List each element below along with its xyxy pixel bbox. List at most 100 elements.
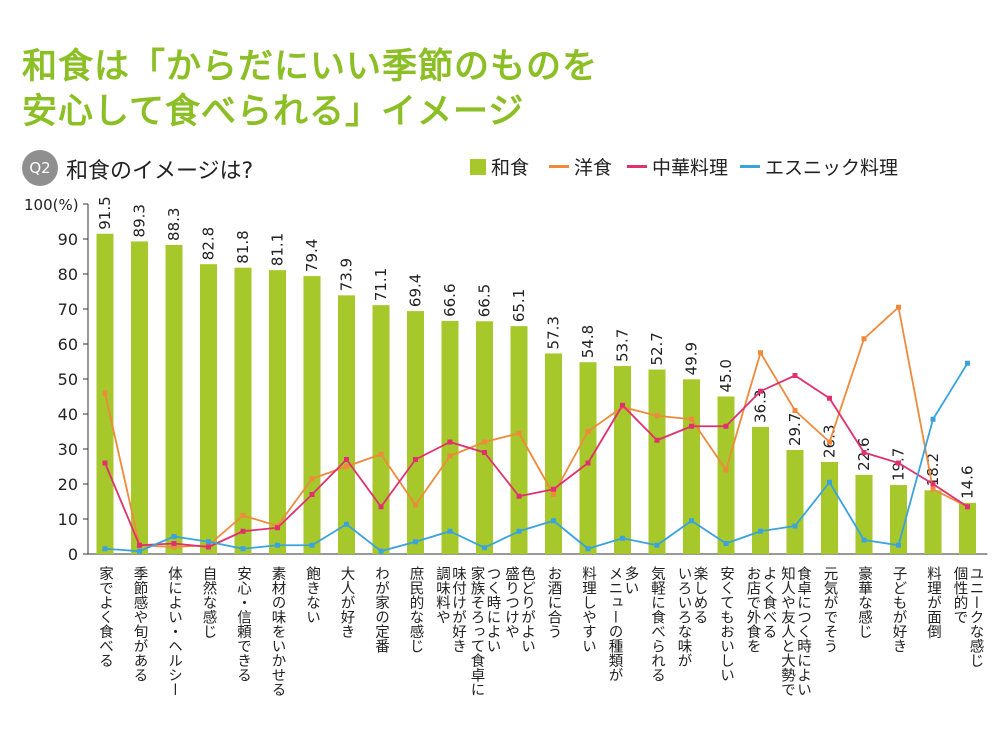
y-tick-label: 70 [58, 300, 78, 319]
series-point-yoshoku [240, 513, 246, 518]
x-category-label: メニューの種類が [607, 566, 623, 682]
x-category-label: よく食べる [761, 566, 777, 639]
series-line-chuka [104, 374, 968, 548]
series-point-yoshoku [171, 544, 177, 550]
series-point-yoshoku [861, 336, 867, 342]
bar-washoku [545, 353, 562, 554]
series-point-yoshoku [723, 467, 729, 473]
series-point-ethnic [723, 541, 729, 546]
x-category-label: 料理が面倒 [925, 566, 941, 639]
legend-item-ethnic: エスニック料理 [740, 153, 898, 180]
series-point-yoshoku [413, 502, 418, 508]
series-point-ethnic [275, 542, 280, 548]
bar-value-label: 73.9 [338, 258, 356, 291]
bar-value-label: 81.8 [234, 230, 252, 263]
x-category-label: 多い [623, 566, 639, 595]
bar-washoku [717, 396, 735, 554]
bar-washoku [200, 264, 217, 554]
bar-value-label: 14.6 [959, 465, 977, 498]
legend-label-chuka: 中華料理 [652, 157, 729, 179]
series-point-chuka [309, 492, 315, 497]
bar-value-label: 66.5 [476, 284, 494, 317]
series-point-chuka [447, 439, 453, 445]
y-tick-label: 20 [58, 475, 78, 494]
bar-value-label: 52.7 [648, 332, 666, 365]
series-point-ethnic [516, 528, 522, 534]
series-point-chuka [137, 542, 142, 548]
series-line-ethnic [104, 362, 969, 553]
series-point-chuka [206, 544, 211, 550]
series-point-yoshoku [792, 408, 798, 413]
legend-swatch-chuka [627, 165, 647, 168]
series-line-yoshoku [104, 306, 968, 548]
x-category-label: ユニークな感じ [968, 566, 984, 668]
bar-washoku [890, 485, 907, 554]
bar-washoku [959, 502, 976, 554]
bar-value-label: 91.5 [96, 196, 114, 229]
bar-value-label: 79.4 [303, 239, 321, 272]
y-tick-label: 80 [58, 265, 78, 284]
series-point-chuka [930, 481, 936, 487]
x-category-label: 調味料や [434, 566, 450, 625]
series-point-ethnic [654, 542, 660, 548]
bar-washoku [165, 244, 183, 554]
bar-value-label: 66.6 [441, 283, 459, 316]
x-category-label: つく時によい [485, 566, 501, 653]
series-point-chuka [171, 541, 177, 546]
series-point-ethnic [792, 523, 798, 529]
series-point-ethnic [758, 528, 763, 534]
x-category-label: 大人が好き [339, 566, 355, 639]
bar-washoku [786, 450, 804, 554]
bar-washoku [131, 241, 148, 554]
series-point-chuka [344, 457, 349, 462]
series-point-yoshoku [551, 492, 556, 497]
legend-swatch-washoku [470, 158, 486, 175]
x-category-label: 料理しやすい [580, 566, 596, 653]
series-point-yoshoku [309, 476, 315, 482]
bar-washoku [407, 311, 424, 554]
series-point-chuka [516, 493, 522, 499]
x-category-label: 庶民的な感じ [408, 566, 424, 654]
x-category-label: 素材の味をいかせる [270, 566, 286, 697]
page-title-line-1: 和食は「からだにいい季節のものを [22, 47, 599, 87]
bar-washoku [441, 320, 459, 554]
series-point-yoshoku [482, 439, 487, 445]
series-point-ethnic [965, 360, 970, 366]
x-category-label: 盛りつけや [503, 566, 519, 639]
bar-value-label: 89.3 [131, 204, 149, 237]
bar-value-label: 57.3 [545, 316, 563, 349]
series-point-chuka [689, 423, 694, 429]
y-tick-label: 0 [68, 545, 78, 564]
series-point-ethnic [620, 535, 625, 541]
series-point-yoshoku [827, 439, 832, 445]
series-point-chuka [620, 402, 625, 408]
x-category-label: 家でよく食べる [97, 566, 113, 668]
series-point-chuka [723, 423, 729, 429]
x-category-label: 自然な感じ [201, 566, 217, 639]
bar-washoku [752, 426, 769, 554]
legend-swatch-yoshoku [549, 165, 569, 168]
series-point-chuka [413, 457, 418, 462]
series-point-yoshoku [758, 350, 763, 356]
x-category-label: 元気がでそう [822, 566, 838, 653]
x-category-label: わが家の定番 [373, 566, 389, 654]
series-point-ethnic [551, 518, 556, 524]
x-category-label: 楽しめる [692, 566, 708, 625]
series-point-ethnic [102, 546, 108, 552]
series-point-ethnic [344, 521, 349, 527]
page-title-line-2: 安心して食べられる」イメージ [22, 92, 525, 132]
bar-washoku [338, 295, 355, 554]
legend-item-chuka: 中華料理 [627, 153, 728, 180]
series-point-chuka [585, 460, 591, 466]
y-tick-label: 30 [58, 440, 78, 459]
x-category-label: 季節感や旬がある [132, 566, 148, 683]
series-point-ethnic [930, 416, 936, 422]
bar-value-label: 49.9 [683, 342, 701, 375]
x-category-label: 色どりがよい [519, 566, 535, 653]
legend-label-yoshoku: 洋食 [574, 157, 613, 179]
x-category-label: 食卓につく時によい [795, 566, 811, 697]
x-category-label: 子どもが好き [891, 566, 907, 654]
y-tick-label: 10 [58, 510, 78, 529]
series-point-chuka [240, 528, 246, 534]
